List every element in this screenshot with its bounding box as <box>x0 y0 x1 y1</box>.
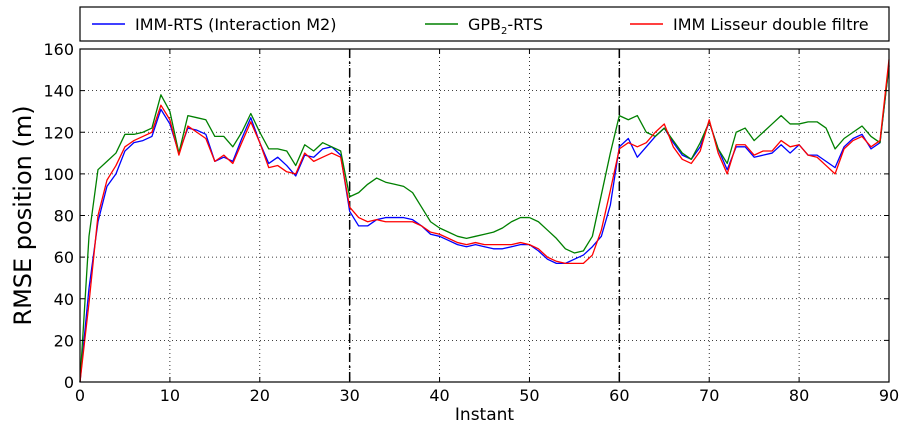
x-tick-label: 90 <box>879 386 899 405</box>
y-tick-label: 60 <box>54 248 74 267</box>
section-markers <box>348 49 621 382</box>
grid-lines <box>80 49 889 382</box>
x-tick-label: 50 <box>519 386 539 405</box>
legend-label-gpb2-sub: 2 <box>501 26 507 37</box>
x-tick-label: 0 <box>75 386 85 405</box>
legend-label-imm-lisseur: IMM Lisseur double filtre <box>673 15 869 34</box>
x-tick-label: 80 <box>789 386 809 405</box>
x-tick-label: 40 <box>429 386 449 405</box>
y-tick-label: 100 <box>43 165 74 184</box>
y-tick-label: 80 <box>54 207 74 226</box>
x-tick-label: 20 <box>250 386 270 405</box>
legend-label-gpb2-main: GPB <box>468 15 501 34</box>
y-tick-label: 140 <box>43 82 74 101</box>
series-lines <box>79 59 890 383</box>
y-tick-label: 20 <box>54 331 74 350</box>
x-tick-label: 30 <box>339 386 359 405</box>
series-line-1 <box>79 65 890 383</box>
legend-label-imm-rts: IMM-RTS (Interaction M2) <box>135 15 336 34</box>
legend: IMM-RTS (Interaction M2) GPB2-RTS IMM Li… <box>79 6 890 42</box>
series-line-0 <box>79 65 890 383</box>
x-tick-label: 70 <box>699 386 719 405</box>
y-tick-label: 40 <box>54 290 74 309</box>
x-axis-label: Instant <box>455 405 515 425</box>
y-tick-label: 120 <box>43 123 74 142</box>
y-tick-label: 160 <box>43 40 74 59</box>
y-axis-label: RMSE position (m) <box>9 105 37 325</box>
legend-label-gpb2-tail: -RTS <box>507 15 543 34</box>
legend-box <box>79 6 890 42</box>
axis-ticks: 0 10 20 30 40 50 60 70 80 90 0 20 40 60 80 100 120 140 160 <box>43 40 899 405</box>
x-tick-label: 10 <box>160 386 180 405</box>
x-tick-label: 60 <box>609 386 629 405</box>
series-line-2 <box>79 59 890 383</box>
y-tick-label: 0 <box>64 373 74 392</box>
legend-label-gpb2-rts: GPB2-RTS <box>468 15 543 37</box>
